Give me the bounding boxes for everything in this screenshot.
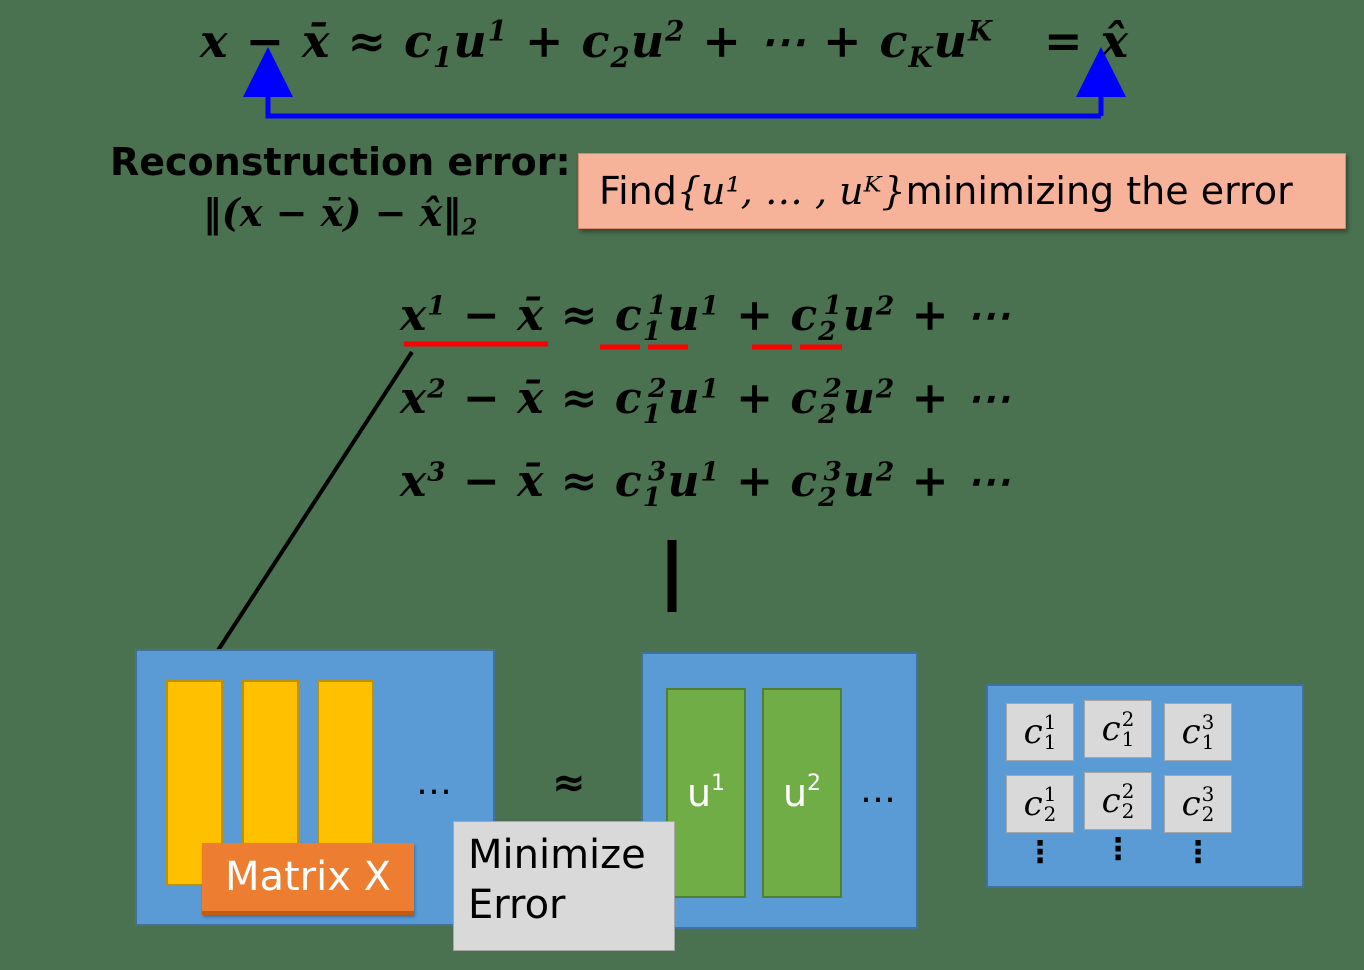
plus-symbol: + xyxy=(524,14,565,68)
xbar-symbol: x̄ xyxy=(302,14,331,68)
matrix-x-label: Matrix X xyxy=(202,843,414,915)
c1-symbol: c1 xyxy=(404,14,454,75)
c-column-2-vdots: ⋮ xyxy=(1103,832,1133,867)
plus-symbol: + xyxy=(822,14,863,68)
u-matrix-ellipsis: … xyxy=(860,770,896,811)
top-equation: x − x̄ ≈ c1u1 + c2u2 + ⋯ + cKuK = x̂ xyxy=(200,14,1129,74)
equation-row-2: x2 − x̄ ≈ c12u1 + c22u2 + ⋯ xyxy=(400,373,1011,430)
black-arrow-to-column xyxy=(189,350,414,695)
matrix-x-column-1 xyxy=(166,680,223,886)
c2-symbol: c2 xyxy=(581,14,631,75)
error-line: Error xyxy=(468,882,566,928)
equation-row-1: x1 − x̄ ≈ c11u1 + c21u2 + ⋯ xyxy=(400,290,1011,347)
find-objective-box: Find {u¹, … , uᴷ} minimizing the error xyxy=(578,153,1346,229)
approx-symbol: ≈ xyxy=(347,14,388,68)
reconstruction-error-formula: ‖(x − x̄) − x̂‖2 xyxy=(202,190,478,241)
x-symbol: x xyxy=(200,14,229,68)
u1-symbol: u1 xyxy=(453,14,508,68)
uK-symbol: uK xyxy=(933,14,993,68)
equation-row-3: x3 − x̄ ≈ c13u1 + c23u2 + ⋯ xyxy=(400,456,1011,513)
dots-symbol: ⋯ xyxy=(758,14,806,68)
find-suffix: minimizing the error xyxy=(905,169,1293,213)
minimize-line: Minimize xyxy=(468,832,646,878)
blue-bracket-arrow xyxy=(243,47,1101,119)
matrix-x-ellipsis: … xyxy=(416,762,452,803)
c-column-3-vdots: ⋮ xyxy=(1183,835,1213,870)
reconstruction-error-label: Reconstruction error: ‖(x − x̄) − x̂‖2 xyxy=(110,140,571,241)
minimize-error-box: Minimize Error xyxy=(453,821,675,951)
basis-set: {u¹, … , uᴷ} xyxy=(676,169,906,213)
reconstruction-error-title: Reconstruction error: xyxy=(110,140,571,184)
u2-symbol: u2 xyxy=(630,14,686,68)
c-column-1-vdots: ⋮ xyxy=(1025,835,1055,870)
plus-symbol: + xyxy=(702,14,742,68)
cK-symbol: cK xyxy=(879,14,934,75)
approx-symbol-bottom: ≈ xyxy=(552,760,586,806)
find-prefix: Find xyxy=(599,169,677,213)
